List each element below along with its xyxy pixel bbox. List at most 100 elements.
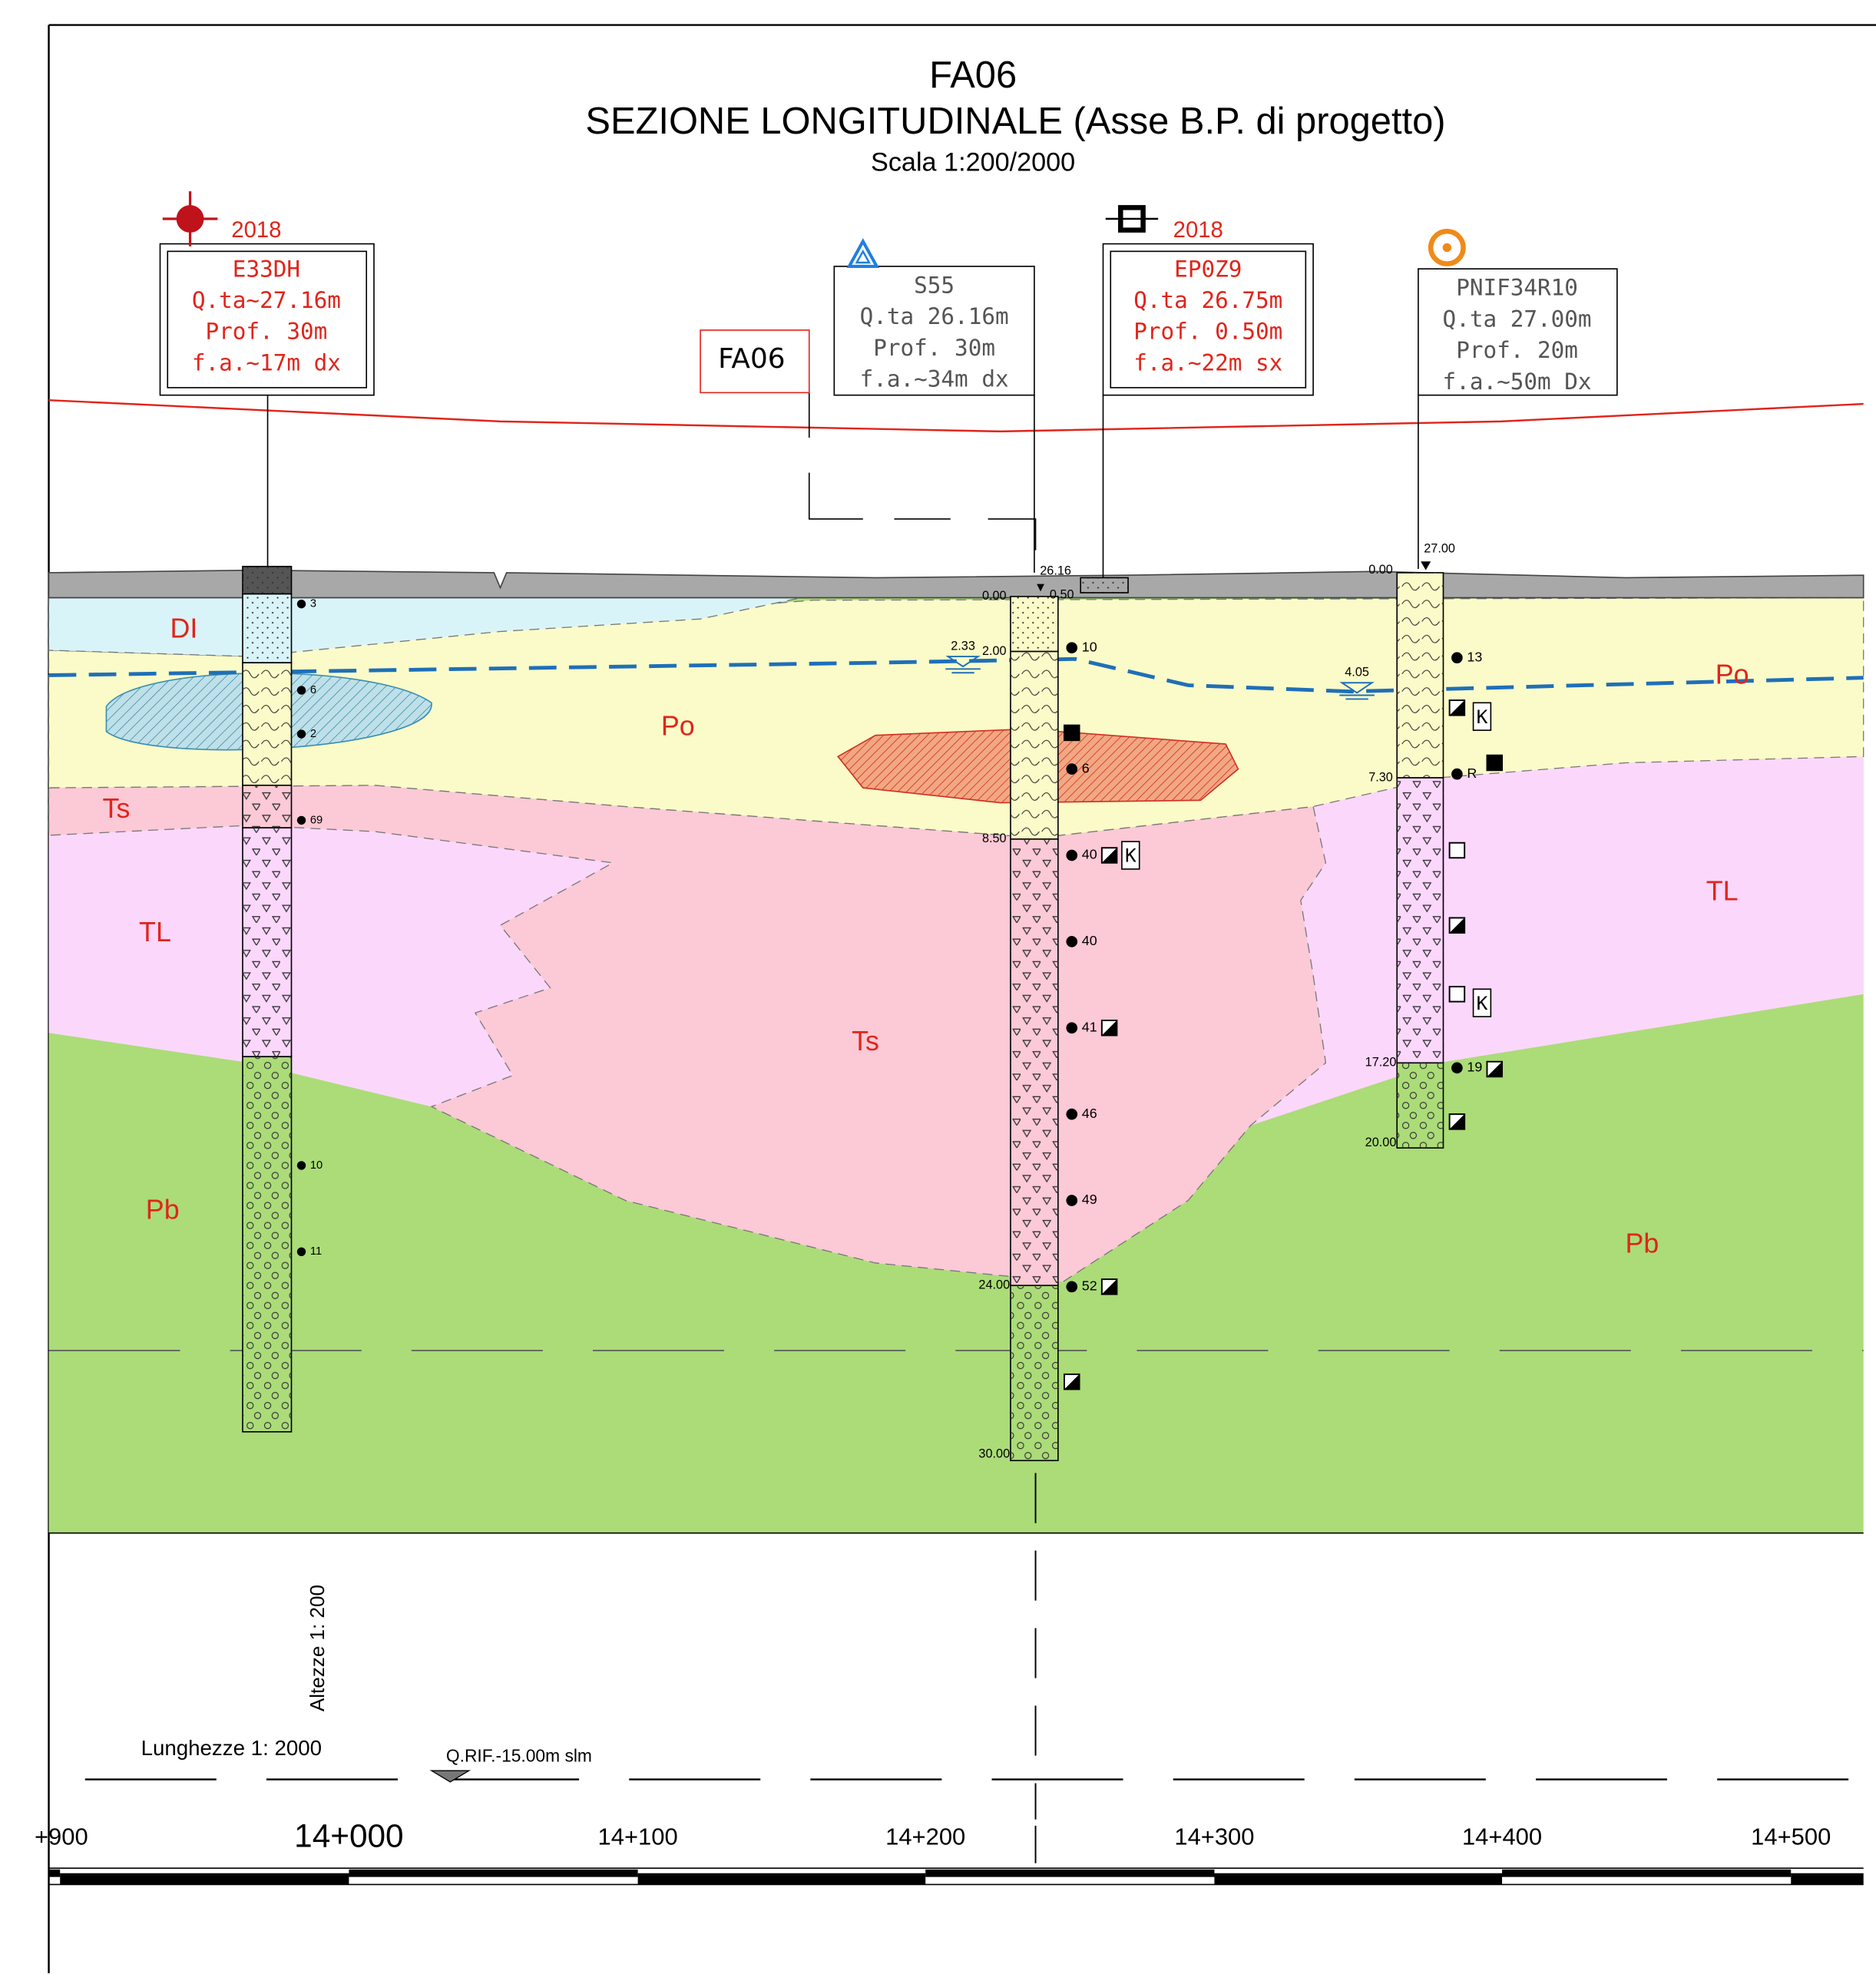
borehole-info: f.a.~50m Dx: [1443, 369, 1592, 395]
depth-label: 20.00: [1365, 1136, 1397, 1149]
station-label: 14+000: [294, 1817, 403, 1853]
top-elevation: 0.50: [1050, 588, 1074, 602]
spt-value: 69: [310, 814, 323, 826]
sample-symbol: [1449, 700, 1465, 716]
depth-label: 0.00: [1368, 563, 1393, 577]
layer-label: Ts: [103, 793, 131, 824]
spt-value: 41: [1082, 1019, 1097, 1034]
top-marker: [1421, 561, 1431, 570]
drawing-code: FA06: [929, 55, 1017, 96]
spt-value: 40: [1082, 847, 1097, 862]
spt-value: 6: [310, 684, 316, 696]
spt-value: 11: [310, 1245, 322, 1258]
borehole-info: EP0Z9: [1174, 256, 1242, 282]
station-label: 14+100: [598, 1823, 678, 1850]
spt-value: 6: [1082, 760, 1090, 775]
depth-label: 24.00: [978, 1278, 1010, 1292]
borehole-info: S55: [914, 272, 955, 298]
borehole-year: 2018: [231, 217, 281, 243]
project-line: [48, 398, 1864, 433]
borehole-info: Prof. 30m: [206, 319, 328, 345]
sample-symbol: [1448, 986, 1466, 1003]
scale-bar-segment: [60, 1873, 349, 1885]
sample-symbol: [1486, 754, 1504, 772]
spt-value: R: [1467, 765, 1477, 781]
spt-dot: [1066, 642, 1078, 653]
water-level-label: 2.33: [951, 639, 975, 653]
spt-dot: [1066, 1108, 1078, 1120]
water-table: [48, 656, 1864, 694]
sample-symbol: [1448, 842, 1466, 859]
icons: [162, 191, 1466, 268]
layer-label: Ts: [852, 1026, 879, 1056]
spt-value: 46: [1082, 1106, 1097, 1121]
spt-dot: [1066, 1022, 1078, 1034]
column-pattern: [242, 594, 292, 663]
sample-mark: K: [1477, 706, 1488, 728]
column-pattern: [242, 1056, 292, 1432]
station-label: 14+300: [1174, 1823, 1254, 1850]
water-level-marker: [945, 656, 981, 674]
spt-dot: [296, 729, 306, 739]
spt-dot: [1066, 1281, 1078, 1293]
borehole-columns: [242, 565, 1444, 1462]
borehole-info: Q.ta 27.00m: [1443, 306, 1592, 332]
column-pattern: [1010, 596, 1058, 652]
borehole-info: PNIF34R10: [1456, 275, 1578, 301]
scale-bar-segment: [637, 1873, 926, 1885]
top-marker: [1037, 584, 1044, 592]
station-label: +900: [35, 1823, 88, 1850]
borehole-year: 2018: [1173, 217, 1223, 243]
borehole-info: f.a.~17m dx: [192, 349, 341, 375]
spt-value: 10: [310, 1159, 323, 1172]
spt-dot: [296, 1161, 306, 1170]
borehole-info: Q.ta~27.16m: [192, 287, 341, 313]
spt-value: 3: [310, 598, 316, 610]
depth-label: 30.00: [978, 1447, 1010, 1460]
sample-symbol: [1101, 848, 1117, 863]
sample-mark: K: [1477, 992, 1488, 1014]
spt-dot: [1451, 652, 1463, 664]
layer-label: TL: [139, 917, 171, 947]
column-pattern: [1010, 1285, 1058, 1461]
station-label: 14+400: [1462, 1823, 1542, 1850]
section-tag: FA06: [718, 343, 785, 375]
depth-label: 0.00: [982, 589, 1007, 603]
column-pattern: [1010, 838, 1058, 1286]
water-level-label: 4.05: [1345, 666, 1369, 679]
scale-bar: [48, 1869, 1864, 1885]
scale-bar-segment: [925, 1869, 1215, 1877]
sample-symbol: [1064, 1374, 1080, 1390]
column-pattern: [1010, 651, 1058, 839]
spt-dot: [1451, 768, 1463, 780]
layer-label: DI: [170, 613, 197, 643]
sample-mark: K: [1125, 845, 1137, 867]
sample-symbol: [1064, 724, 1080, 742]
column-pattern: [1397, 778, 1444, 1063]
station-label: 14+500: [1751, 1823, 1831, 1850]
spt-dot: [296, 815, 306, 825]
spt-value: 40: [1082, 933, 1097, 948]
column-pattern: [242, 785, 292, 828]
spt-dot: [1066, 763, 1078, 775]
layer-label: TL: [1706, 875, 1739, 906]
scale-bar-segment: [349, 1869, 638, 1877]
scale-bar-segment: [1502, 1869, 1792, 1877]
column-pattern: [242, 828, 292, 1057]
note-reference: Q.RIF.-15.00m slm: [446, 1745, 592, 1765]
scale-bar-segment: [1791, 1873, 1864, 1885]
borehole-info: Q.ta 26.75m: [1133, 287, 1282, 313]
top-elevation: 27.00: [1424, 541, 1455, 555]
depth-label: 17.20: [1365, 1056, 1397, 1070]
drawing-scale: Scala 1:200/2000: [871, 147, 1075, 177]
spt-dot: [296, 686, 306, 695]
column-pattern: [242, 566, 292, 594]
water-level-marker: [1339, 682, 1375, 700]
leaders: [159, 243, 1618, 578]
drawing-title: SEZIONE LONGITUDINALE (Asse B.P. di prog…: [585, 101, 1445, 142]
spt-dot: [1066, 849, 1078, 861]
borehole-info: E33DH: [233, 256, 300, 282]
borehole-info: Prof. 20m: [1456, 337, 1578, 363]
layer-label: Po: [661, 710, 695, 741]
